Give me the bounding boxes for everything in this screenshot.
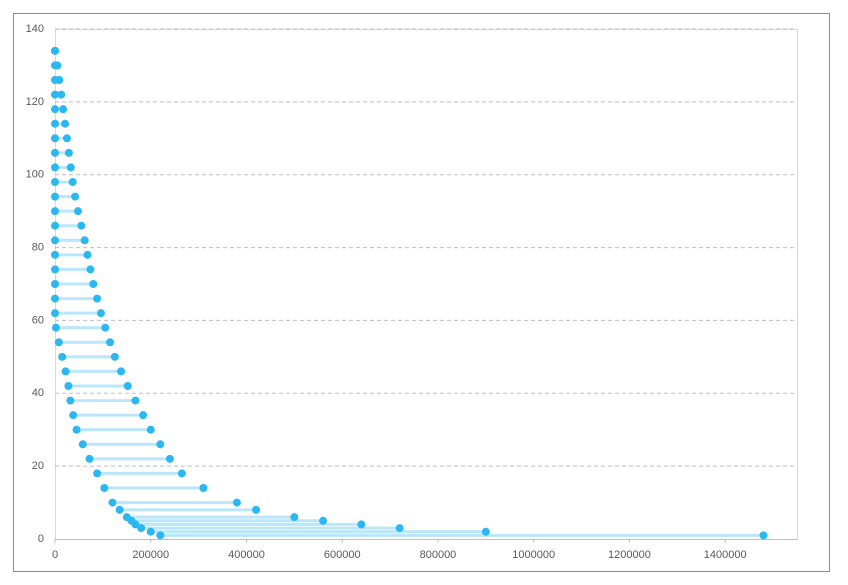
end-point — [89, 280, 98, 288]
x-tick-label: 800000 — [420, 549, 457, 561]
end-point — [165, 454, 174, 463]
start-point — [51, 192, 59, 201]
end-point — [59, 105, 68, 114]
end-point — [156, 440, 165, 449]
end-point — [57, 90, 66, 99]
start-point — [66, 396, 75, 405]
end-point — [86, 265, 95, 274]
start-point — [51, 90, 59, 99]
end-point — [83, 250, 92, 259]
start-point — [85, 454, 94, 463]
end-point — [77, 221, 86, 230]
end-point — [80, 236, 89, 245]
end-point — [131, 396, 140, 405]
end-point — [51, 46, 59, 55]
start-point — [137, 524, 146, 533]
end-point — [319, 516, 328, 525]
start-point — [51, 309, 59, 318]
start-point — [51, 148, 59, 157]
start-point — [51, 119, 59, 128]
start-point — [64, 382, 73, 390]
end-point — [252, 505, 261, 514]
start-point — [156, 531, 165, 540]
start-point — [115, 505, 124, 514]
end-point — [199, 484, 208, 492]
y-tick-label: 40 — [32, 387, 44, 399]
start-point — [58, 352, 67, 361]
end-point — [290, 513, 299, 522]
y-tick-label: 100 — [26, 169, 44, 181]
start-point — [51, 207, 59, 216]
end-point — [110, 352, 119, 361]
y-tick-label: 20 — [32, 460, 44, 472]
end-point — [101, 323, 110, 332]
start-point — [51, 250, 59, 259]
start-point — [51, 265, 59, 274]
end-point — [66, 163, 75, 172]
end-point — [96, 309, 105, 318]
end-point — [61, 119, 70, 128]
end-point — [62, 134, 71, 143]
x-tick-label: 1400000 — [704, 549, 747, 561]
end-point — [73, 207, 82, 216]
start-point — [131, 520, 140, 529]
end-point — [177, 469, 186, 478]
y-tick-label: 120 — [26, 96, 44, 108]
start-point — [78, 440, 87, 449]
end-point — [232, 498, 241, 507]
end-point — [71, 192, 80, 201]
chart-border — [13, 13, 830, 572]
end-point — [139, 411, 148, 420]
x-tick-label: 200000 — [132, 549, 169, 561]
start-point — [51, 178, 59, 186]
start-point — [51, 236, 59, 245]
end-point — [53, 61, 62, 70]
x-tick-label: 0 — [52, 549, 58, 561]
end-point — [395, 524, 404, 533]
end-point — [93, 294, 102, 303]
start-point — [51, 221, 59, 230]
start-point — [100, 484, 109, 492]
start-point — [54, 338, 63, 347]
end-point — [146, 425, 155, 434]
y-tick-label: 140 — [26, 23, 44, 35]
end-point — [481, 527, 490, 536]
start-point — [61, 367, 70, 376]
start-point — [51, 323, 60, 332]
y-tick-label: 80 — [32, 241, 44, 253]
end-point — [64, 148, 73, 157]
end-point — [123, 382, 132, 390]
start-point — [51, 134, 59, 143]
x-tick-label: 1200000 — [608, 549, 651, 561]
end-point — [357, 520, 366, 529]
x-tick-label: 400000 — [228, 549, 265, 561]
end-point — [759, 531, 768, 540]
end-point — [68, 178, 77, 186]
start-point — [51, 294, 59, 303]
start-point — [51, 280, 59, 288]
start-point — [51, 163, 59, 172]
x-tick-label: 600000 — [324, 549, 361, 561]
start-point — [72, 425, 81, 434]
y-tick-label: 0 — [38, 533, 44, 545]
x-tick-label: 1000000 — [512, 549, 555, 561]
start-point — [93, 469, 102, 478]
y-tick-label: 60 — [32, 314, 44, 326]
start-point — [51, 105, 59, 114]
end-point — [55, 76, 64, 84]
start-point — [108, 498, 117, 507]
start-point — [69, 411, 78, 420]
end-point — [117, 367, 126, 376]
end-point — [106, 338, 115, 347]
start-point — [146, 527, 155, 536]
